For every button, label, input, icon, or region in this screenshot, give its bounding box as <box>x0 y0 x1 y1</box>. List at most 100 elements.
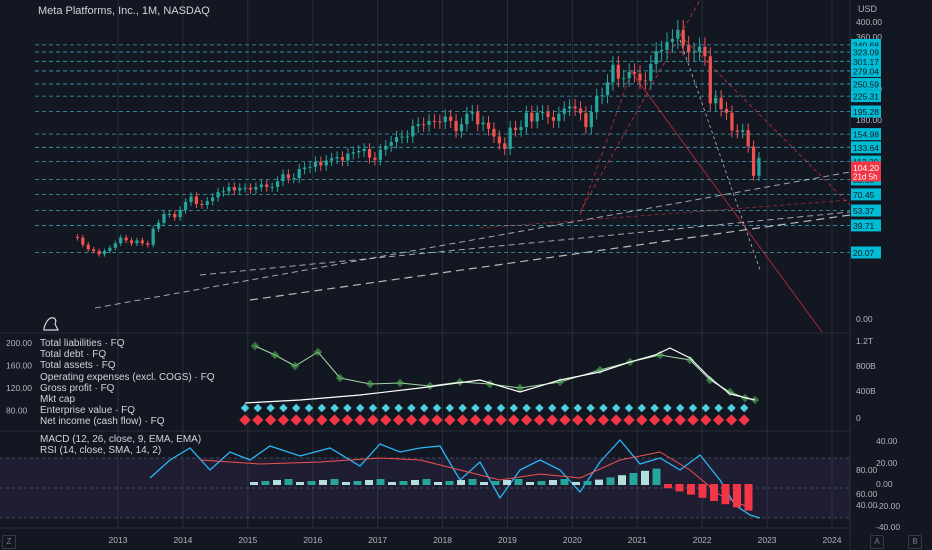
candle-body <box>97 250 101 255</box>
macd-histogram-bar <box>652 468 661 485</box>
candle-body <box>324 160 328 166</box>
candle-body <box>135 240 139 244</box>
macd-histogram-bar <box>560 479 569 485</box>
candle-body <box>427 120 431 125</box>
macd-histogram-bar <box>319 480 327 485</box>
fund-left-axis-tick: 120.00 <box>6 383 32 393</box>
candle-body <box>638 73 642 81</box>
macd-histogram-bar <box>399 481 408 485</box>
legend-macd[interactable]: MACD (12, 26, close, 9, EMA, EMA) <box>40 434 202 445</box>
candle-body <box>697 46 702 52</box>
net-income-diamond <box>392 414 405 426</box>
candle-body <box>243 187 247 189</box>
total-assets-diamond <box>685 355 695 365</box>
net-income-diamond <box>508 414 520 426</box>
candle-body <box>486 122 491 129</box>
net-income-diamond <box>700 414 712 426</box>
candle-body <box>248 187 253 190</box>
gross-profit-diamond <box>739 403 749 413</box>
oscillator-legend[interactable]: MACD (12, 26, close, 9, EMA, EMA) RSI (1… <box>40 434 201 456</box>
fund-right-axis-tick: 400B <box>856 386 876 396</box>
osc-left-axis-tick: 80.00 <box>856 465 878 475</box>
legend-net-income[interactable]: Net income (cash flow) · FQ <box>40 416 165 428</box>
macd-histogram-bar <box>526 482 534 485</box>
candle-body <box>573 106 577 109</box>
trend-line <box>629 69 823 333</box>
candle-body <box>584 113 588 128</box>
macd-histogram-bar <box>503 480 511 485</box>
net-income-diamond <box>469 414 482 426</box>
candle-body <box>730 112 734 131</box>
time-axis[interactable]: 2013 2014 2015 2016 2017 2018 2019 2020 2021 2022… <box>109 535 842 545</box>
legend-mkt-cap[interactable]: Mkt cap <box>40 394 76 406</box>
price-level-label: 70.45 <box>853 190 875 200</box>
macd-signal-line <box>199 451 751 509</box>
price-level-label: 154.98 <box>853 130 879 140</box>
total-assets-diamond <box>250 341 260 351</box>
candle-body <box>281 174 285 182</box>
osc-left-axis-tick: 60.00 <box>856 489 878 499</box>
candle-body <box>595 96 599 113</box>
gross-profit-diamond <box>624 403 634 413</box>
legend-gross-profit[interactable]: Gross profit · FQ <box>40 382 115 394</box>
net-income-diamond <box>546 414 558 426</box>
gross-profit-diamond <box>483 403 493 413</box>
candle-body <box>687 45 691 52</box>
candle-body <box>676 29 680 39</box>
candle-body <box>270 187 274 189</box>
price-level-label: 133.64 <box>853 143 879 153</box>
gross-profit-diamond <box>496 403 506 413</box>
price-level-tag <box>851 141 881 154</box>
net-income-diamond <box>738 414 750 426</box>
macd-histogram-bar <box>698 484 707 498</box>
candle-body <box>124 237 128 241</box>
candle-body <box>129 240 134 244</box>
osc-right-axis-tick: -40.00 <box>876 522 900 532</box>
price-level-tag <box>851 55 881 68</box>
net-income-diamond <box>597 414 610 426</box>
gross-profit-diamond <box>253 403 263 413</box>
time-axis-tick: 2021 <box>628 535 647 545</box>
candle-body <box>751 146 756 176</box>
macd-histogram-bar <box>284 479 293 485</box>
candle-body <box>449 116 453 121</box>
currency-label: USD <box>858 4 878 14</box>
oscillator-pane[interactable]: 80.0060.0040.0040.0020.000.00-20.00-40.0… <box>0 436 900 532</box>
net-income-diamond <box>380 414 392 426</box>
fundamentals-legend[interactable]: Total liabilities · FQ Total debt · FQ T… <box>40 338 215 428</box>
time-axis-tick: 2016 <box>303 535 322 545</box>
legend-total-assets[interactable]: Total assets · FQ <box>40 360 116 372</box>
macd-histogram-bar <box>434 482 442 485</box>
candle-body <box>389 142 393 146</box>
gross-profit-diamond <box>522 403 531 413</box>
legend-rsi[interactable]: RSI (14, close, SMA, 14, 2) <box>40 445 162 457</box>
net-income-diamond <box>687 414 699 426</box>
legend-enterprise-value[interactable]: Enterprise value · FQ <box>40 405 136 417</box>
net-income-diamond <box>648 414 661 426</box>
candle-body <box>75 236 80 238</box>
time-axis-tick: 2017 <box>368 535 387 545</box>
chart-title[interactable]: Meta Platforms, Inc., 1M, NASDAQ <box>38 5 210 17</box>
candle-body <box>568 106 572 109</box>
legend-operating-expenses[interactable]: Operating expenses (excl. COGS) · FQ <box>40 371 215 383</box>
auto-scale-button[interactable]: A <box>870 535 884 549</box>
net-income-diamond <box>623 414 635 426</box>
price-level-label: 39.71 <box>853 221 875 231</box>
timezone-button[interactable]: Z <box>2 535 16 549</box>
macd-histogram-bar <box>307 481 316 485</box>
candle-body <box>622 78 626 80</box>
legend-total-liabilities[interactable]: Total liabilities · FQ <box>40 338 125 349</box>
net-income-diamond <box>418 414 430 426</box>
log-scale-button[interactable]: B <box>908 535 922 549</box>
macd-histogram-bar <box>514 479 523 485</box>
candle-body <box>302 167 307 170</box>
price-level-tag <box>851 128 881 141</box>
candle-body <box>578 108 583 114</box>
macd-histogram-bar <box>641 470 649 485</box>
total-assets-diamond <box>515 383 525 393</box>
legend-total-debt[interactable]: Total debt · FQ <box>40 349 107 361</box>
net-income-diamond <box>252 414 264 426</box>
price-level-label: 323.09 <box>853 48 879 58</box>
macd-histogram-bar <box>664 484 672 489</box>
